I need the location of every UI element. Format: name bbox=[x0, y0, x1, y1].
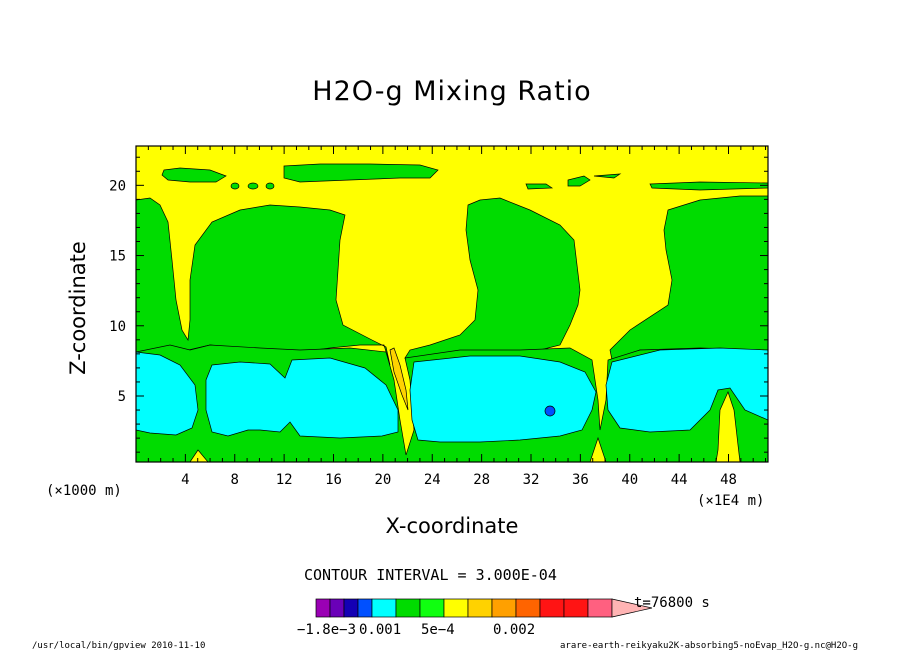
y-axis-label: Z-coordinate bbox=[66, 241, 90, 375]
footer-program-info: /usr/local/bin/gpview 2010-11-10 bbox=[32, 641, 206, 651]
y-axis-ticks bbox=[136, 156, 768, 453]
green-top-dot-3 bbox=[265, 182, 275, 190]
cyan-region-4 bbox=[605, 347, 768, 433]
x-tick-label: 16 bbox=[325, 472, 342, 488]
cyan-region-2 bbox=[205, 357, 399, 439]
colorbar-swatch bbox=[395, 598, 421, 618]
colorbar-label-1: −1.8e−3 bbox=[297, 622, 357, 638]
green-top-blob-5 bbox=[567, 175, 591, 187]
y-tick-label: 15 bbox=[109, 249, 126, 265]
green-top-blob-4 bbox=[525, 183, 554, 190]
y-tick-label: 10 bbox=[109, 319, 126, 335]
green-top-blob-1 bbox=[161, 167, 227, 183]
colorbar-swatch bbox=[467, 598, 493, 618]
cyan-region-1 bbox=[136, 351, 199, 436]
colorbar-label-4: 0.002 bbox=[493, 622, 536, 638]
chart-title: H2O-g Mixing Ratio bbox=[312, 76, 592, 107]
x-tick-label: 48 bbox=[720, 472, 737, 488]
cyan-region-3 bbox=[409, 355, 597, 443]
x-unit-note: (×1000 m) bbox=[46, 483, 122, 499]
colorbar-label-3: 5e−4 bbox=[421, 622, 455, 638]
x-tick-label: 40 bbox=[621, 472, 638, 488]
colorbar-swatch bbox=[371, 598, 397, 618]
x-axis-tick-labels: 4 8 12 16 20 24 28 32 36 40 44 48 bbox=[181, 472, 737, 488]
x-scale-note: (×1E4 m) bbox=[697, 493, 765, 509]
colorbar-swatch bbox=[515, 598, 541, 618]
colorbar-swatch bbox=[491, 598, 517, 618]
colorbar-swatch bbox=[563, 598, 589, 618]
x-tick-label: 32 bbox=[523, 472, 540, 488]
yellow-bump-3 bbox=[589, 436, 607, 462]
x-tick-label: 36 bbox=[572, 472, 589, 488]
x-tick-label: 4 bbox=[181, 472, 189, 488]
y-tick-label: 5 bbox=[118, 389, 126, 405]
green-top-dot-2 bbox=[247, 182, 259, 190]
green-top-blob-6 bbox=[593, 173, 622, 179]
contour-interval-label: CONTOUR INTERVAL = 3.000E-04 bbox=[304, 566, 557, 584]
yellow-bump-1 bbox=[715, 391, 741, 462]
x-tick-label: 12 bbox=[276, 472, 293, 488]
green-top-blob-3 bbox=[649, 181, 768, 191]
colorbar-swatch bbox=[357, 598, 373, 618]
x-tick-label: 44 bbox=[671, 472, 688, 488]
colorbar-swatch bbox=[419, 598, 445, 618]
y-axis-tick-labels: 5 10 15 20 bbox=[109, 178, 126, 405]
colorbar-swatch bbox=[329, 598, 345, 618]
colorbar-label-2: 0.001 bbox=[359, 622, 402, 638]
x-tick-label: 8 bbox=[231, 472, 239, 488]
colorbar-swatch bbox=[539, 598, 565, 618]
y-tick-label: 20 bbox=[109, 178, 126, 194]
x-tick-label: 24 bbox=[424, 472, 441, 488]
colorbar-swatch bbox=[587, 598, 613, 618]
contour-field bbox=[136, 146, 768, 462]
x-tick-label: 28 bbox=[473, 472, 490, 488]
yellow-bump-2 bbox=[189, 449, 209, 462]
time-label: t=76800 s bbox=[634, 595, 710, 611]
green-top-dot-1 bbox=[230, 182, 240, 190]
colorbar-swatch bbox=[343, 598, 359, 618]
colorbar bbox=[315, 598, 653, 618]
x-tick-label: 20 bbox=[374, 472, 391, 488]
x-axis-label: X-coordinate bbox=[385, 514, 519, 538]
footer-file-info: arare-earth-reikyaku2K-absorbing5-noEvap… bbox=[560, 641, 859, 651]
orange-filament bbox=[389, 347, 409, 411]
colorbar-swatch bbox=[315, 598, 331, 618]
x-axis-ticks bbox=[147, 146, 767, 462]
colorbar-swatch bbox=[443, 598, 469, 618]
blue-dot bbox=[544, 405, 556, 417]
colorbar-arrow bbox=[611, 598, 653, 618]
plot-frame bbox=[135, 145, 769, 463]
green-top-blob-2 bbox=[283, 163, 439, 183]
